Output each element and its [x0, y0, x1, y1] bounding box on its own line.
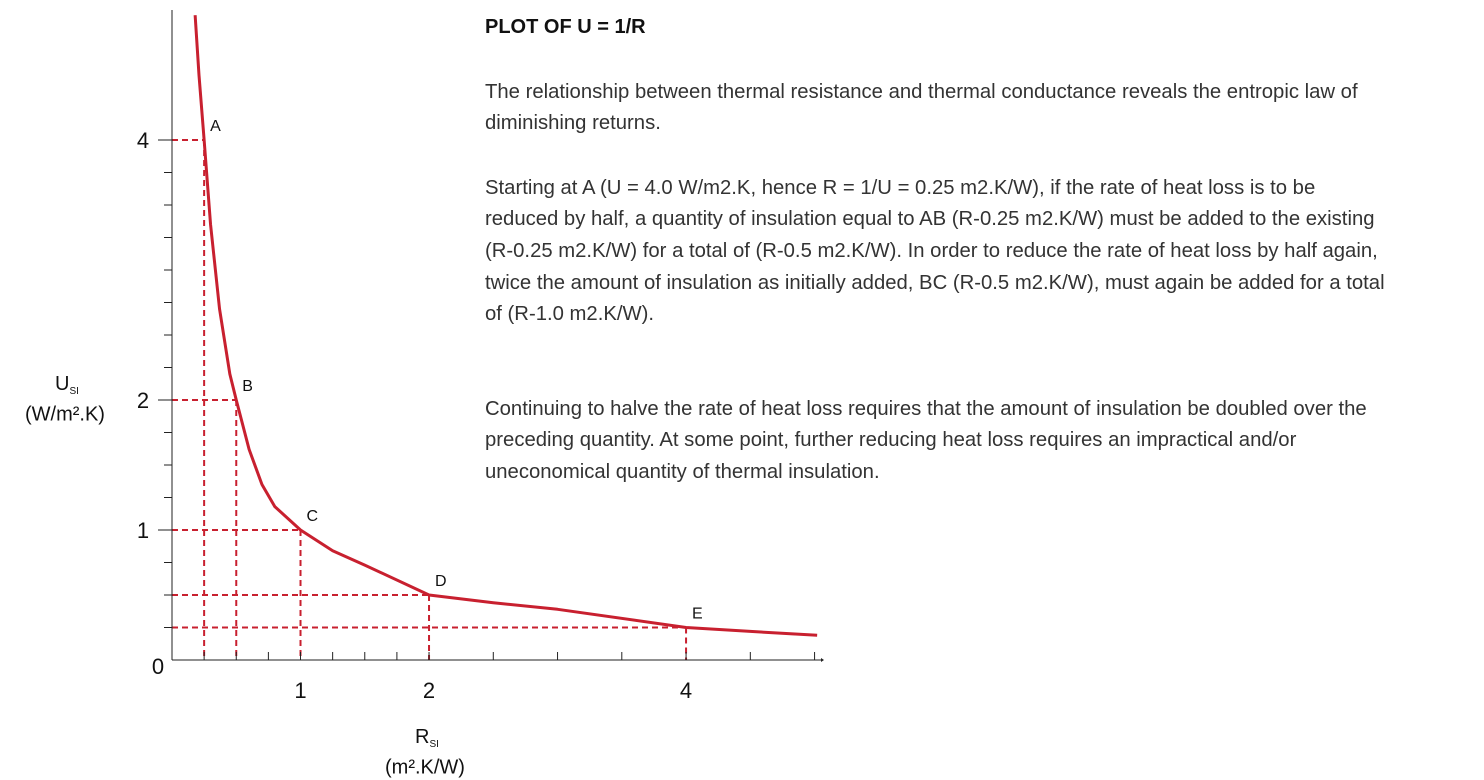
point-label: A	[210, 118, 221, 135]
xlabel-label-main: R	[415, 726, 429, 748]
title: PLOT OF U = 1/R	[485, 16, 646, 38]
origin-label: 0	[152, 654, 164, 679]
paragraph: Starting at A (U = 4.0 W/m2.K, hence R =…	[485, 176, 1385, 326]
xlabel-label-sub: SI	[430, 739, 439, 750]
point-label: E	[692, 606, 703, 623]
paragraph: The relationship between thermal resista…	[485, 80, 1358, 135]
point-label: C	[307, 508, 319, 525]
x-tick-label: 1	[294, 678, 306, 703]
x-tick-label: 4	[680, 678, 692, 703]
ylabel-label-main: U	[55, 373, 69, 395]
x-axis-arrow	[821, 658, 824, 662]
curve	[193, 15, 818, 637]
xlabel-label-unit: (m².K/W)	[385, 756, 465, 778]
ylabel-label-unit: (W/m².K)	[25, 403, 105, 425]
point-label: D	[435, 573, 447, 590]
xlabel-label: RSI	[415, 726, 439, 749]
point-label: B	[242, 378, 253, 395]
paragraph: Continuing to halve the rate of heat los…	[485, 397, 1367, 483]
ylabel-label-sub: SI	[70, 386, 79, 397]
ylabel-label: USI	[55, 373, 79, 396]
text-panel: PLOT OF U = 1/R The relationship between…	[485, 12, 1390, 489]
x-tick-label: 2	[423, 678, 435, 703]
y-tick-label: 2	[137, 388, 149, 413]
y-tick-label: 4	[137, 128, 149, 153]
y-tick-label: 1	[137, 518, 149, 543]
